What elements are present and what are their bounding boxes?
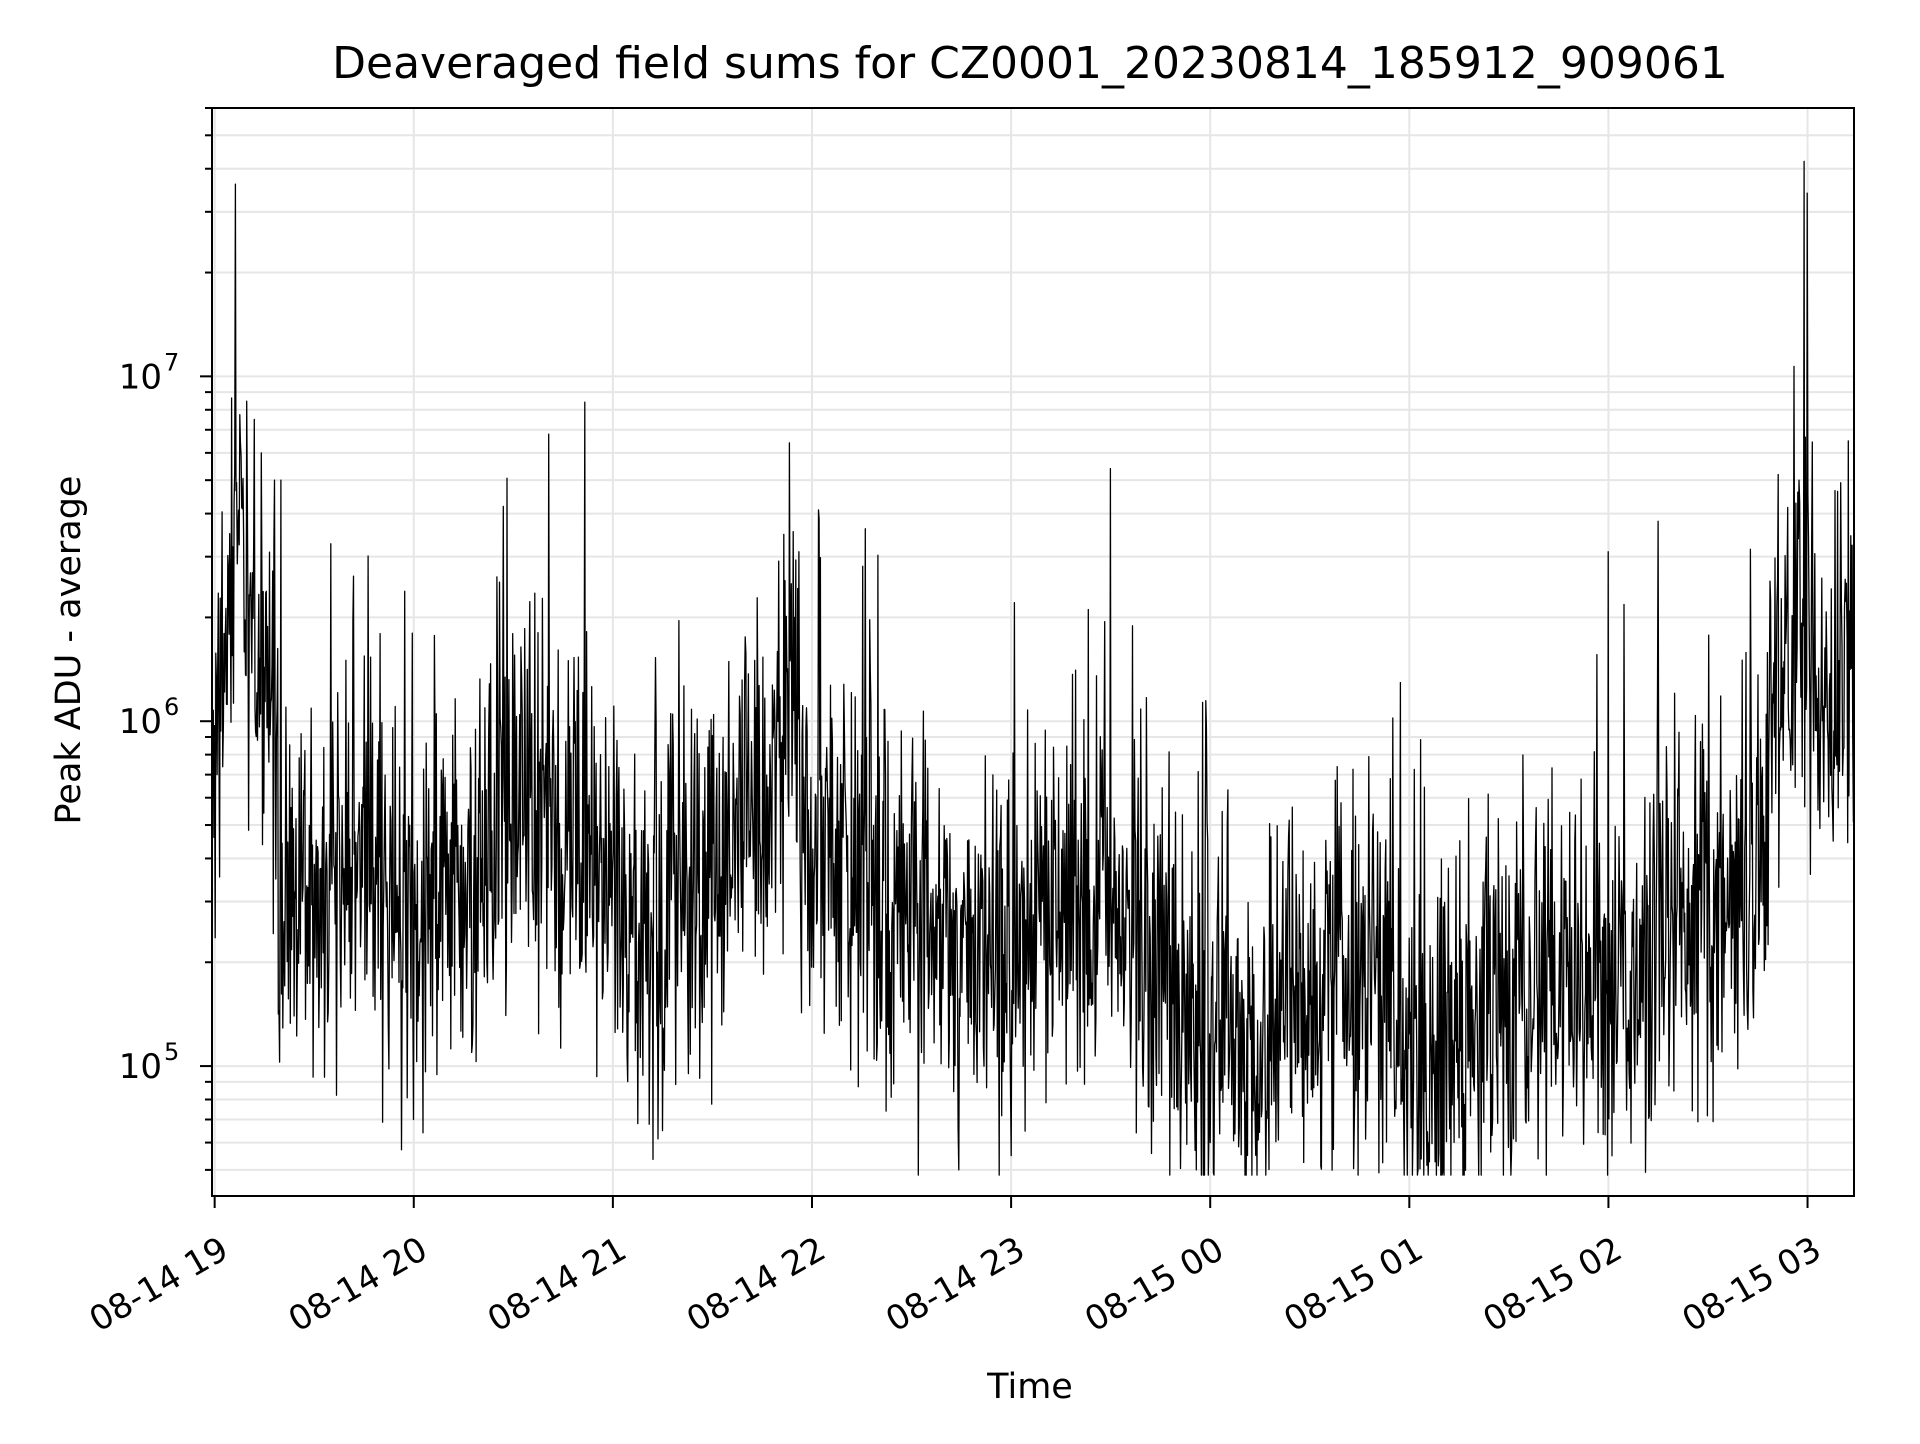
y-axis-label: Peak ADU - average	[49, 476, 89, 825]
plot-frame	[211, 107, 1855, 1197]
plot-area	[211, 160, 1855, 1176]
chart-title: Deaveraged field sums for CZ0001_2023081…	[332, 38, 1728, 89]
series-line	[211, 160, 1855, 1176]
x-axis-label: Time	[986, 1367, 1073, 1407]
y-tick-label-exponent: 6	[164, 693, 179, 721]
y-tick-label: 10	[119, 357, 162, 397]
y-tick-label: 10	[119, 702, 162, 742]
y-tick-label-exponent: 7	[164, 348, 179, 376]
y-tick-label: 10	[119, 1047, 162, 1087]
y-tick-label-exponent: 5	[164, 1038, 179, 1066]
